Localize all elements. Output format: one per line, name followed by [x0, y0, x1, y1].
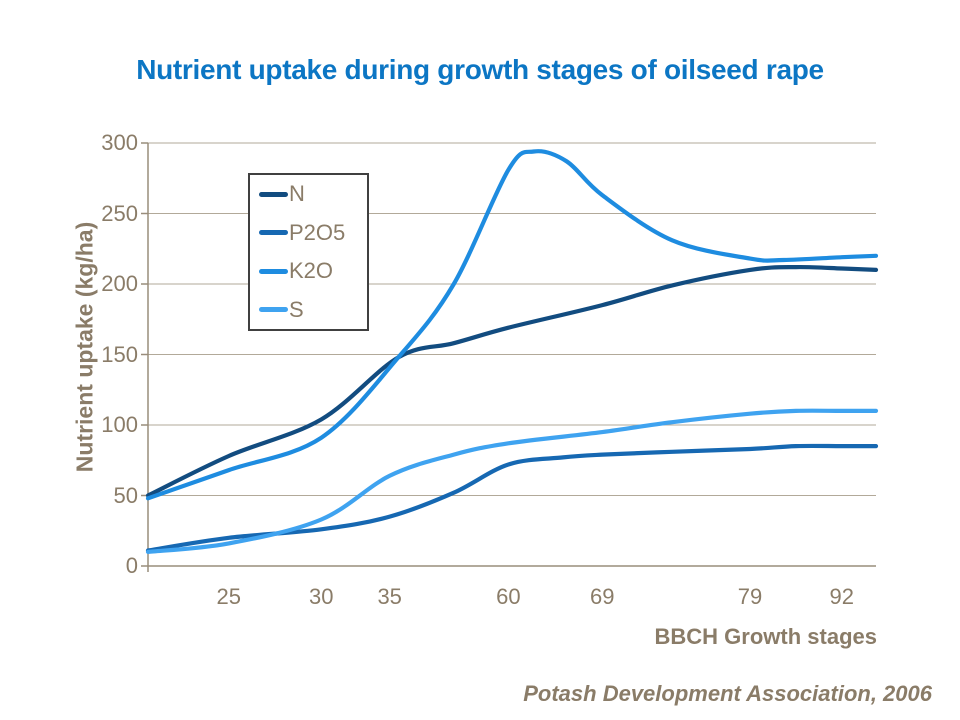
y-tick-label-150: 150 [101, 341, 138, 367]
x-tick-label-25: 25 [216, 584, 242, 609]
legend-item-k2o: K2O [250, 252, 367, 291]
legend-label-k2o: K2O [289, 258, 334, 284]
y-tick-label-100: 100 [101, 412, 138, 437]
legend-swatch-n [259, 191, 288, 197]
legend-swatch-s [259, 307, 288, 313]
chart-title: Nutrient uptake during growth stages of … [136, 54, 824, 85]
x-tick-label-92: 92 [829, 584, 855, 609]
series-line-n [145, 264, 879, 498]
source-credit: Potash Development Association, 2006 [523, 681, 932, 706]
y-tick-label-250: 250 [101, 200, 138, 226]
legend: N P2O5 K2O S [248, 173, 369, 331]
y-tick-label-0: 0 [125, 553, 138, 578]
x-tick-label-30: 30 [309, 584, 334, 609]
legend-item-p2o5: P2O5 [250, 214, 367, 253]
y-tick-label-200: 200 [101, 271, 138, 296]
series-line-k2o [145, 149, 879, 501]
legend-label-n: N [289, 181, 305, 207]
legend-label-p2o5: P2O5 [289, 219, 346, 245]
legend-item-s: S [250, 291, 367, 330]
x-tick-label-60: 60 [496, 584, 521, 609]
legend-swatch-k2o [259, 268, 288, 274]
legend-label-s: S [289, 296, 304, 322]
series-line-s [145, 408, 879, 554]
x-tick-label-69: 69 [590, 584, 615, 609]
x-tick-label-79: 79 [737, 584, 763, 609]
legend-swatch-p2o5 [259, 230, 288, 236]
y-tick-label-50: 50 [113, 482, 138, 508]
x-tick-label-35: 35 [377, 584, 402, 609]
legend-item-n: N [250, 175, 367, 214]
series-line-p2o5 [145, 443, 879, 553]
y-tick-label-300: 300 [101, 130, 138, 155]
x-axis-title: BBCH Growth stages [654, 624, 877, 649]
